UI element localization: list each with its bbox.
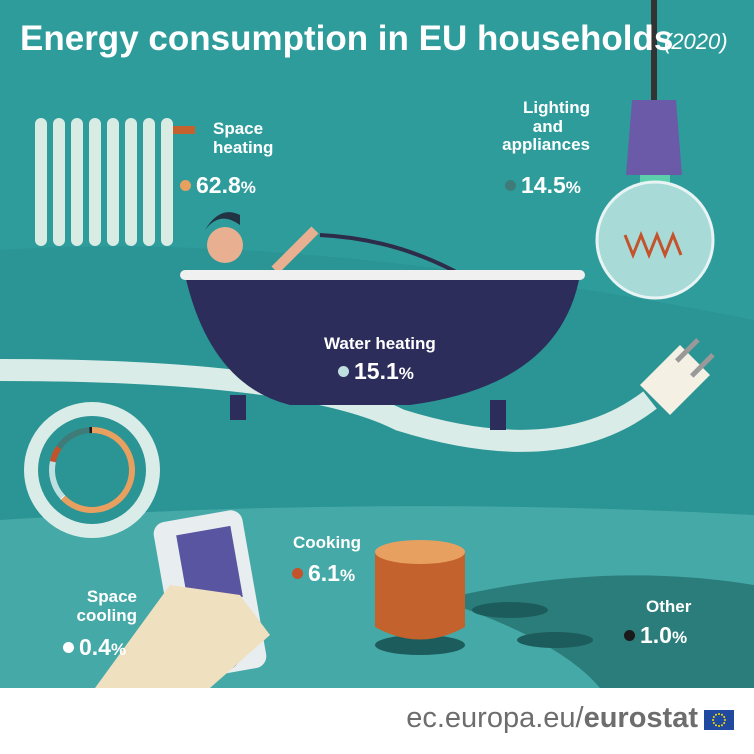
space-heating-value: 62.8% — [180, 172, 256, 198]
unit: % — [110, 640, 127, 659]
label-line: Space — [86, 587, 137, 606]
label-line: heating — [213, 137, 274, 157]
cooking-value: 6.1% — [292, 560, 356, 586]
other-label: Other — [646, 597, 692, 616]
legend-dot — [624, 630, 635, 641]
label-line: appliances — [502, 135, 590, 155]
donut-slice-space-cooling — [60, 494, 66, 500]
legend-dot — [292, 568, 303, 579]
other-value: 1.0% — [624, 622, 688, 648]
light-bulb-icon — [595, 0, 715, 300]
unit: % — [398, 364, 414, 383]
donut-slice-lighting-and-appliances — [56, 427, 90, 450]
source-link[interactable]: ec.europa.eu/eurostat — [406, 702, 698, 735]
lighting-value: 14.5% — [505, 172, 581, 198]
year-label: (2020) — [664, 29, 728, 54]
value: 6.1 — [308, 560, 340, 586]
power-cable — [0, 359, 657, 452]
donut-slice-space-heating — [60, 427, 135, 513]
label-line: cooling — [76, 605, 137, 625]
cooking-pot-icon — [375, 540, 593, 655]
donut-slice-cooking — [49, 445, 62, 463]
value: 62.8 — [196, 172, 241, 198]
value: 1.0 — [640, 622, 672, 648]
cooking-label: Cooking — [293, 533, 361, 552]
plug-icon — [640, 337, 715, 415]
illustration — [0, 0, 754, 688]
legend-dot — [505, 180, 516, 191]
legend-dot — [180, 180, 191, 191]
donut-chart — [38, 416, 146, 524]
donut-slice-water-heating — [49, 460, 65, 499]
value: 15.1 — [354, 358, 399, 384]
cable-coil — [24, 402, 160, 538]
space-cooling-label: Space cooling — [76, 587, 137, 625]
lighting-label: Lighting and appliances — [502, 98, 590, 155]
page-title: Energy consumption in EU households — [20, 19, 674, 58]
label-line: Lighting — [522, 98, 590, 117]
water-heating-value: 15.1% — [338, 358, 414, 384]
label-line: and — [532, 116, 563, 136]
space-cooling-value: 0.4% — [63, 634, 127, 660]
label-line: Space — [213, 119, 264, 138]
water-heating-label: Water heating — [324, 334, 436, 353]
unit: % — [240, 178, 256, 197]
unit: % — [671, 628, 688, 647]
remote-control-icon — [95, 510, 270, 688]
unit: % — [565, 178, 581, 197]
eu-flag-icon — [704, 710, 734, 730]
space-heating-label: Space heating — [213, 119, 274, 157]
legend-dot — [63, 642, 74, 653]
footer-domain: ec.europa.eu/ — [406, 702, 584, 734]
value: 0.4 — [79, 634, 111, 660]
unit: % — [339, 566, 356, 585]
bathtub-icon — [180, 212, 585, 430]
footer-brand: eurostat — [583, 702, 698, 734]
radiator-icon — [35, 118, 195, 246]
footer: ec.europa.eu/eurostat — [0, 688, 754, 754]
value: 14.5 — [521, 172, 566, 198]
legend-dot — [338, 366, 349, 377]
